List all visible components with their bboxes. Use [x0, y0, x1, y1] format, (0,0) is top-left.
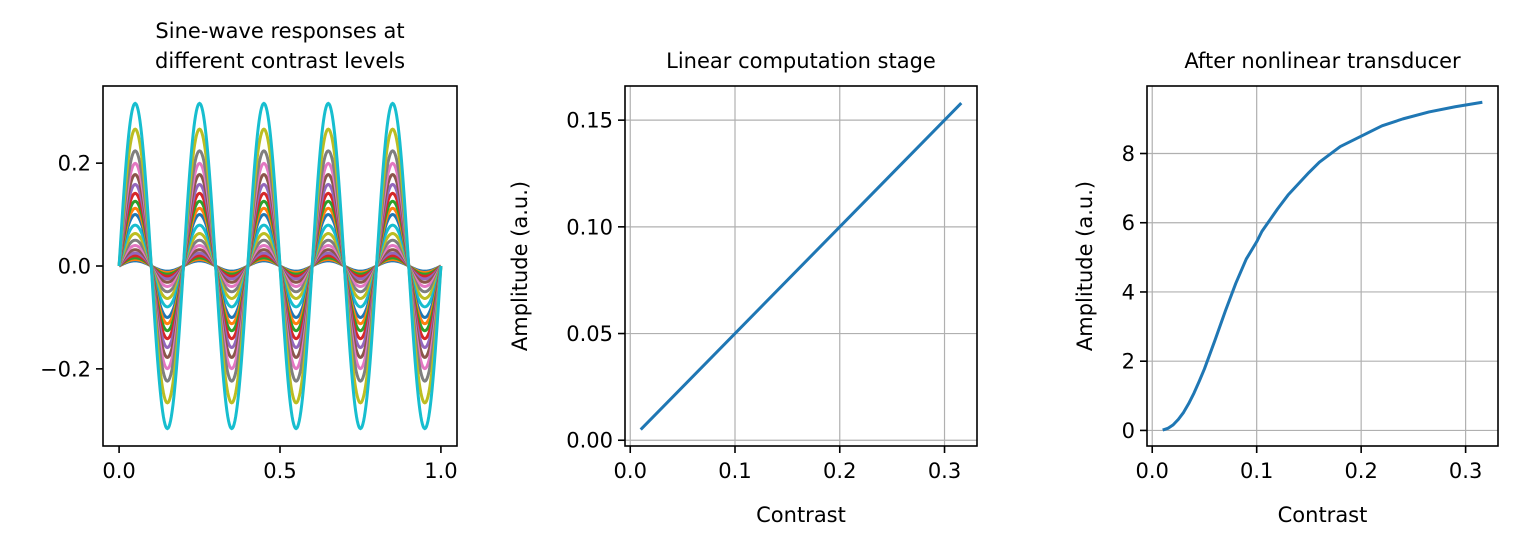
chart-title: After nonlinear transducer	[1184, 49, 1461, 73]
x-tick-label: 0.3	[1449, 459, 1482, 483]
x-tick-label: 0.1	[1240, 459, 1273, 483]
x-tick-label: 0.0	[1136, 459, 1169, 483]
x-tick-label: 0.0	[614, 459, 647, 483]
y-tick-label: 2	[1122, 350, 1135, 374]
y-tick-label: 0.15	[566, 109, 613, 133]
x-axis-label: Contrast	[756, 503, 846, 527]
axes-frame	[1146, 85, 1499, 447]
y-tick-label: −0.2	[40, 357, 91, 381]
y-axis-label: Amplitude (a.u.)	[1073, 181, 1097, 351]
chart-title: Linear computation stage	[666, 49, 936, 73]
axes-frame	[624, 85, 978, 447]
panel-nonlinear-transducer: 0.0 0.1 0.2 0.3 0 2 4 6 8 After nonlinear transdu…	[1073, 49, 1499, 527]
y-tick-label: 0	[1122, 419, 1135, 443]
series-line	[117, 101, 443, 431]
series-line	[1162, 100, 1483, 432]
y-tick-label: 6	[1122, 211, 1135, 235]
x-tick-label: 1.0	[424, 459, 457, 483]
x-tick-label: 0.3	[928, 459, 961, 483]
x-tick-label: 0.0	[102, 459, 135, 483]
x-tick-label: 0.2	[823, 459, 856, 483]
y-tick-label: 0.00	[566, 429, 613, 453]
y-axis-label: Amplitude (a.u.)	[508, 181, 532, 351]
series-line	[639, 102, 963, 431]
x-axis-label: Contrast	[1278, 503, 1368, 527]
y-tick-label: 0.10	[566, 215, 613, 239]
x-tick-label: 0.2	[1344, 459, 1377, 483]
y-tick-label: 0.05	[566, 322, 613, 346]
panel-sine-responses: 0.0 0.5 1.0 −0.2 0.0 0.2 Sine-wave responses a…	[40, 19, 458, 483]
y-tick-label: 8	[1122, 142, 1135, 166]
y-tick-label: 0.0	[58, 255, 91, 279]
chart-title: different contrast levels	[155, 49, 405, 73]
panel-linear-stage: 0.0 0.1 0.2 0.3 0.00 0.05 0.10 0.15 Linear compu…	[508, 49, 978, 527]
x-tick-label: 0.1	[718, 459, 751, 483]
chart-title: Sine-wave responses at	[155, 19, 404, 43]
y-tick-label: 4	[1122, 280, 1135, 304]
x-tick-label: 0.5	[263, 459, 296, 483]
y-tick-label: 0.2	[58, 152, 91, 176]
